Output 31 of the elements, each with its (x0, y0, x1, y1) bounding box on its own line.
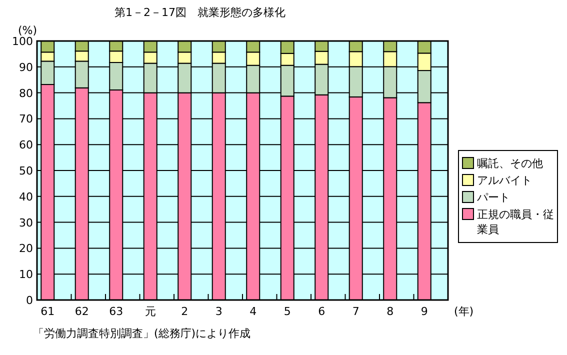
y-tick-label: 70 (19, 112, 33, 126)
x-tick-label: 7 (352, 305, 360, 318)
text: 「労働力調査特別調査」(総務庁)により作成 (33, 327, 251, 340)
chart-title: 第1－2－17図 就業形態の多様化 (114, 6, 286, 19)
x-tick-label: 4 (250, 305, 257, 318)
legend-label: アルバイト (477, 173, 532, 188)
x-tick-label: 5 (284, 305, 291, 318)
x-tick-label: 元 (144, 305, 156, 318)
x-tick-label: 3 (215, 305, 222, 318)
x-tick-label: 8 (386, 305, 394, 318)
y-tick-label: 40 (19, 190, 33, 204)
y-tick-label: 80 (19, 86, 33, 100)
y-tick-label: 10 (19, 268, 33, 282)
legend-label: パート (477, 190, 510, 205)
x-tick-label: 9 (420, 305, 428, 318)
y-tick-label: 0 (26, 294, 33, 307)
x-tick-label: 63 (109, 305, 124, 318)
x-tick-label: 6 (318, 305, 326, 318)
x-tick-label: 62 (74, 305, 89, 318)
legend-label: 正規の職員・従業員 (477, 207, 555, 237)
y-axis-title: (%) (18, 24, 38, 37)
legend-label: 嘱託、その他 (477, 156, 543, 171)
y-tick-label: 90 (19, 60, 33, 74)
x-tick-label: 2 (181, 305, 188, 318)
y-tick-label: 20 (19, 242, 33, 256)
y-tick-label: 50 (19, 164, 33, 178)
x-axis-title: (年) (454, 305, 474, 318)
x-tick-label: 61 (40, 305, 55, 318)
y-tick-label: 30 (19, 216, 33, 230)
y-tick-label: 100 (12, 35, 33, 48)
y-tick-label: 60 (19, 138, 33, 152)
